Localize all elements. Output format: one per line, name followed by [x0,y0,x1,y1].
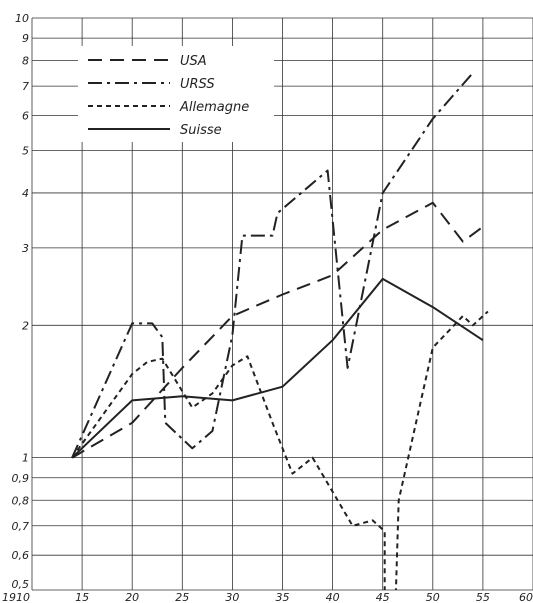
legend-label-usa: USA [180,54,207,69]
chart-series [71,72,489,590]
y-tick-label: 2 [22,319,29,332]
y-tick-label: 8 [22,55,29,68]
y-tick-label: 0,6 [12,549,30,562]
y-tick-label: 0,8 [12,494,30,507]
y-tick-label: 7 [22,80,29,93]
y-tick-label: 5 [22,144,29,157]
y-tick-label: 4 [22,187,29,200]
x-tick-label: 1910 [2,591,30,603]
x-axis-tick-labels: 1910 15 20 25 30 35 40 45 50 55 60 [2,591,533,603]
x-tick-label: 15 [75,591,89,603]
x-tick-label: 35 [276,591,290,603]
x-tick-label: 45 [376,591,390,603]
x-tick-label: 30 [225,591,239,603]
series-line-allemagne [71,310,489,590]
y-axis-tick-labels: 10 9 8 7 6 5 4 3 2 1 0,9 0,8 0,7 0,6 0,5 [12,12,30,591]
x-tick-label: 40 [326,591,340,603]
y-tick-label: 1 [22,452,29,465]
series-line-usa [71,201,484,459]
y-tick-label: 0,5 [12,578,30,591]
series-line-suisse [71,277,484,459]
y-tick-label: 9 [22,32,29,45]
chart-legend: USA URSS Allemagne Suisse [78,46,274,142]
x-tick-label: 25 [175,591,189,603]
x-tick-label: 60 [519,591,533,603]
legend-label-suisse: Suisse [180,123,222,138]
y-tick-label: 3 [22,242,29,255]
y-tick-label: 10 [15,12,29,25]
x-tick-label: 55 [476,591,490,603]
y-tick-label: 0,9 [12,472,30,485]
chart-grid [31,17,533,591]
legend-label-allemagne: Allemagne [179,100,249,115]
y-tick-label: 6 [22,110,29,123]
y-tick-label: 0,7 [12,520,30,533]
legend-label-urss: URSS [180,77,215,92]
legend-background [78,46,274,142]
series-line-urss [71,72,474,459]
x-tick-label: 50 [426,591,440,603]
x-tick-label: 20 [125,591,139,603]
